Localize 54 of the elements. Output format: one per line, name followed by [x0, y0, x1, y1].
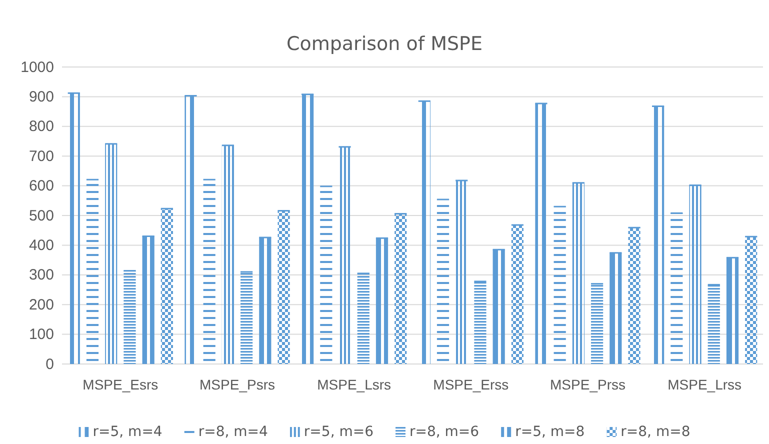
legend-label: r=5, m=6: [304, 424, 374, 440]
bar: [418, 100, 432, 365]
bar: [122, 270, 137, 365]
bar: [375, 237, 389, 365]
bar: [300, 94, 314, 365]
bar: [726, 256, 740, 365]
x-tick-label: MSPE_Esrs: [82, 376, 158, 392]
bar: [454, 180, 468, 365]
x-tick-label: MSPE_Lrss: [668, 376, 742, 392]
bar: [590, 283, 604, 365]
chart-title: Comparison of MSPE: [286, 33, 483, 55]
bar: [608, 252, 622, 365]
bar: [142, 236, 156, 365]
bar: [572, 182, 586, 365]
y-tick-label: 900: [28, 88, 54, 106]
x-tick-label: MSPE_Lsrs: [317, 376, 392, 392]
bar: [744, 236, 758, 365]
y-tick-label: 600: [28, 178, 54, 195]
legend-label: r=5, m=8: [515, 424, 585, 440]
x-tick-label: MSPE_Erss: [433, 376, 509, 392]
bar: [276, 210, 291, 365]
bar: [492, 248, 506, 365]
legend-label: r=8, m=8: [620, 424, 690, 440]
x-tick-label: MSPE_Psrs: [200, 376, 275, 392]
bar: [356, 272, 370, 365]
bar: [651, 105, 665, 365]
bar: [221, 144, 235, 365]
bar: [473, 280, 488, 365]
bar: [707, 284, 721, 365]
x-tick-label: MSPE_Prss: [550, 376, 626, 392]
legend-label: r=8, m=4: [198, 424, 268, 440]
legend-label: r=5, m=4: [92, 424, 162, 440]
bar: [510, 224, 524, 365]
y-tick-label: 100: [28, 326, 54, 344]
y-tick-label: 800: [28, 118, 54, 136]
bar: [104, 143, 118, 365]
bar: [627, 226, 642, 365]
y-tick-label: 0: [46, 356, 54, 373]
bar: [688, 184, 702, 365]
y-tick-label: 500: [28, 207, 54, 224]
y-tick-label: 400: [28, 237, 54, 254]
y-tick-label: 700: [28, 148, 54, 165]
y-tick-label: 300: [28, 266, 54, 284]
bar: [534, 102, 548, 365]
bar: [67, 92, 81, 365]
y-tick-label: 200: [28, 296, 54, 314]
bar: [394, 212, 408, 365]
bar: [258, 236, 272, 365]
bar: [338, 146, 352, 365]
bar: [240, 271, 254, 365]
bar: [184, 95, 198, 365]
y-tick-label: 1000: [20, 58, 54, 76]
bar: [160, 208, 174, 365]
legend-label: r=8, m=6: [410, 424, 480, 440]
